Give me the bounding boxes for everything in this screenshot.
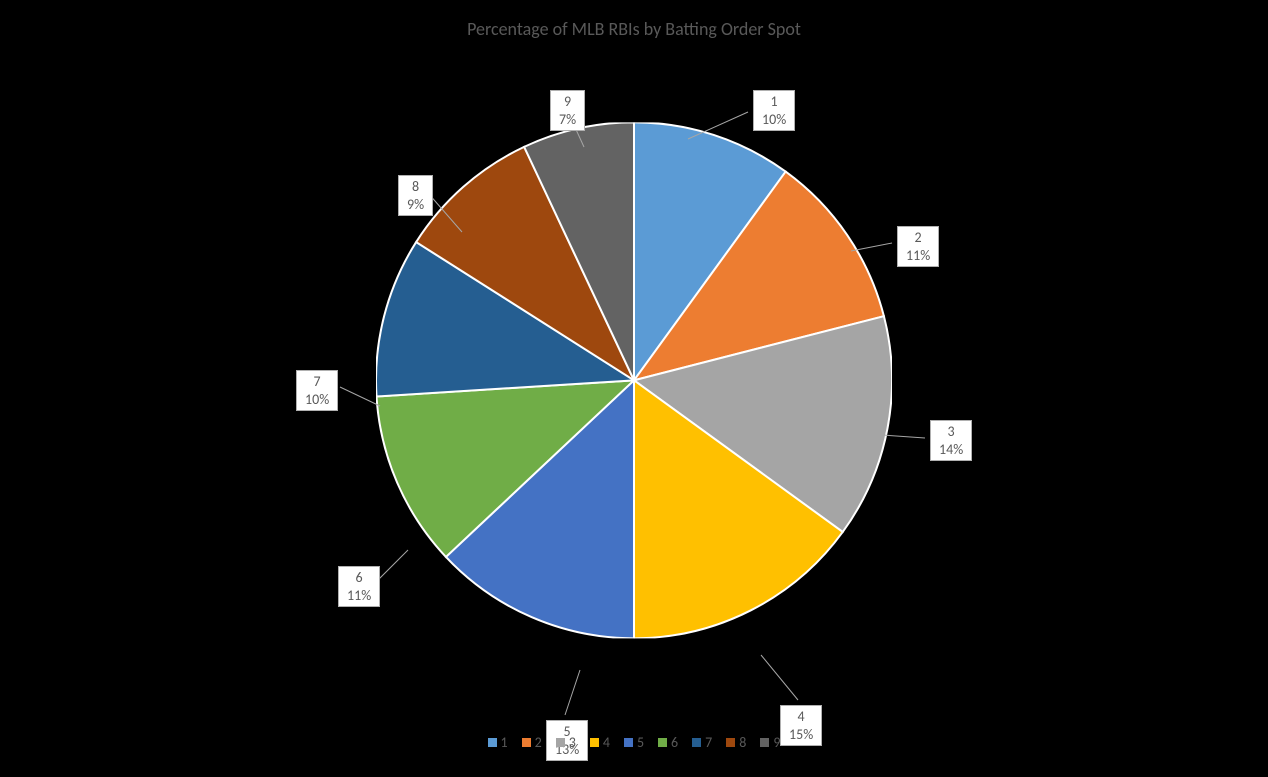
leader-6 — [378, 550, 408, 580]
legend-swatch-7 — [692, 738, 701, 747]
legend-item-4: 4 — [590, 734, 610, 751]
legend-item-7: 7 — [692, 734, 712, 751]
leader-2 — [851, 243, 892, 251]
slice-label-8: 8 9% — [398, 175, 433, 216]
legend-swatch-3 — [556, 738, 565, 747]
leader-3 — [882, 435, 925, 438]
legend-swatch-4 — [590, 738, 599, 747]
slice-label-2: 2 11% — [897, 226, 939, 267]
legend-label-7: 7 — [705, 734, 712, 751]
legend-item-6: 6 — [658, 734, 678, 751]
legend-label-9: 9 — [773, 734, 780, 751]
legend-item-1: 1 — [488, 734, 508, 751]
legend-label-8: 8 — [739, 734, 746, 751]
legend-item-5: 5 — [624, 734, 644, 751]
leader-1 — [688, 112, 748, 139]
leader-5 — [565, 670, 580, 715]
legend-label-2: 2 — [535, 734, 542, 751]
leader-7 — [340, 387, 380, 406]
legend: 1 2 3 4 5 6 7 8 9 — [0, 734, 1268, 751]
legend-swatch-2 — [522, 738, 531, 747]
legend-item-9: 9 — [760, 734, 780, 751]
legend-item-8: 8 — [726, 734, 746, 751]
legend-item-3: 3 — [556, 734, 576, 751]
legend-label-1: 1 — [501, 734, 508, 751]
legend-swatch-1 — [488, 738, 497, 747]
legend-swatch-6 — [658, 738, 667, 747]
legend-label-6: 6 — [671, 734, 678, 751]
leader-lines — [0, 40, 1268, 777]
leader-4 — [761, 655, 798, 700]
legend-item-2: 2 — [522, 734, 542, 751]
pie-chart: 1 10%2 11%3 14%4 15%5 13%6 11%7 10%8 9%9… — [0, 40, 1268, 700]
legend-label-5: 5 — [637, 734, 644, 751]
legend-swatch-8 — [726, 738, 735, 747]
legend-label-4: 4 — [603, 734, 610, 751]
slice-label-1: 1 10% — [753, 90, 795, 131]
legend-swatch-9 — [760, 738, 769, 747]
slice-label-9: 9 7% — [550, 90, 585, 131]
slice-label-7: 7 10% — [296, 370, 338, 411]
slice-label-6: 6 11% — [338, 566, 380, 607]
chart-title: Percentage of MLB RBIs by Batting Order … — [0, 0, 1268, 40]
slice-label-3: 3 14% — [930, 420, 972, 461]
legend-label-3: 3 — [569, 734, 576, 751]
legend-swatch-5 — [624, 738, 633, 747]
